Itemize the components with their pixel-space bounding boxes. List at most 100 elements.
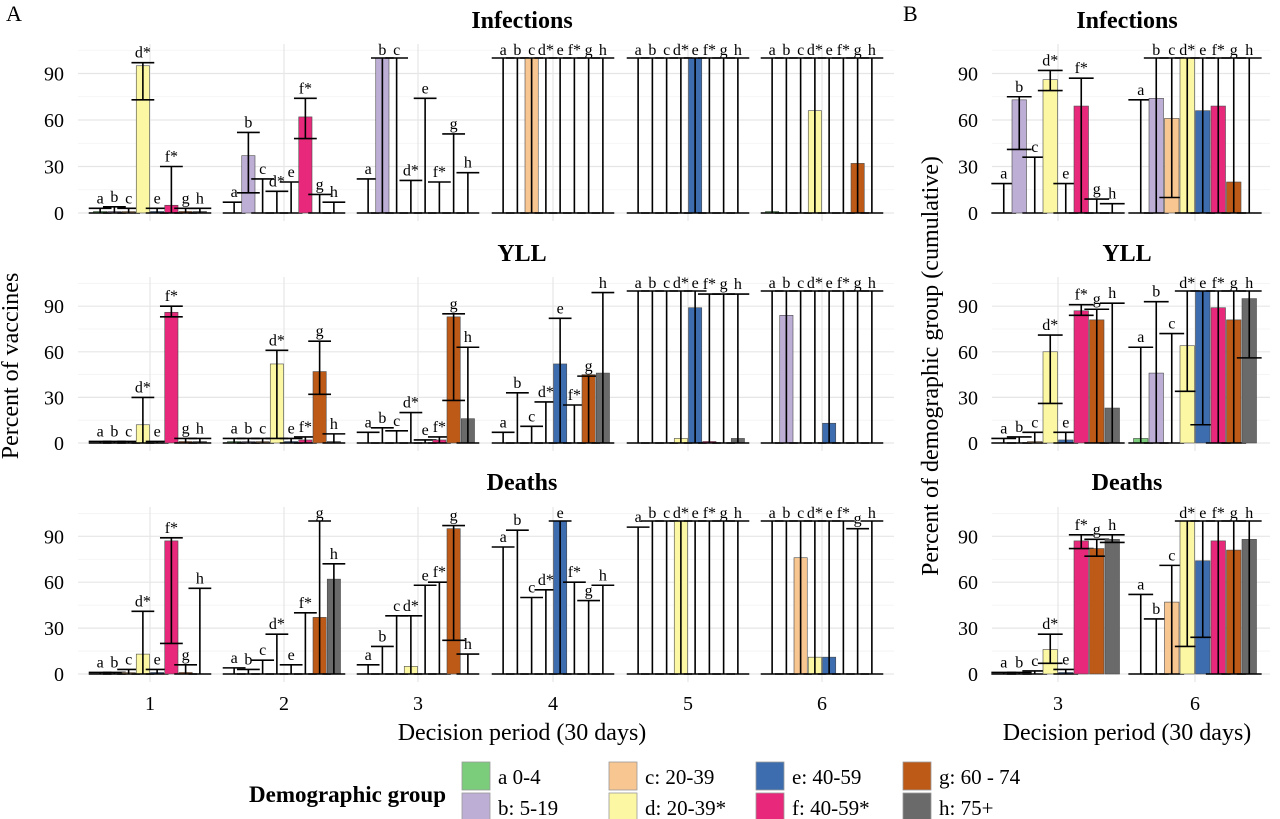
- bar-label-e: e: [692, 275, 699, 292]
- bar-label-h: h: [599, 567, 607, 584]
- bar-label-g: g: [182, 420, 190, 437]
- error-bar-h: [322, 201, 346, 214]
- error-bar-f: [293, 97, 317, 140]
- facet-title: Infections: [1076, 8, 1177, 34]
- x-tick-label: 1: [145, 693, 155, 715]
- bar-label-d: d*: [135, 593, 151, 610]
- error-bar-c: [520, 596, 544, 675]
- bar-label-d: d*: [403, 395, 419, 412]
- bar-label-b: b: [378, 42, 386, 59]
- bar-label-a: a: [97, 654, 104, 671]
- error-bar-f: [1068, 77, 1094, 214]
- y-tick-label: 90: [44, 526, 64, 548]
- bar-label-g: g: [854, 275, 862, 292]
- bar-label-h: h: [734, 42, 742, 59]
- error-bar-h: [726, 520, 750, 675]
- bar-label-a: a: [769, 505, 776, 522]
- y-tick-label: 0: [968, 203, 978, 225]
- error-bar-e: [548, 317, 572, 444]
- legend-item-e: e: 40-59: [755, 761, 861, 791]
- error-bar-d: [399, 411, 423, 444]
- bar-label-d: d*: [538, 572, 554, 589]
- error-bar-h: [726, 57, 750, 214]
- bar-label-g: g: [1093, 181, 1101, 198]
- legend-swatch-e: [755, 761, 785, 791]
- error-bar-h: [188, 207, 212, 214]
- bar-h: [1104, 539, 1120, 675]
- error-bar-d: [1037, 334, 1063, 405]
- bar-label-a: a: [500, 529, 507, 546]
- panel-label-a: A: [6, 1, 22, 26]
- bar-label-c: c: [125, 423, 132, 440]
- legend-item-g: g: 60 - 74: [902, 761, 1021, 791]
- error-bar-h: [591, 57, 615, 214]
- y-tick-label: 90: [44, 64, 64, 86]
- bar-label-a: a: [769, 275, 776, 292]
- bar-label-d: d*: [807, 275, 823, 292]
- x-tick-label: 5: [683, 693, 693, 715]
- y-tick-label: 0: [968, 664, 978, 686]
- bar-label-e: e: [154, 651, 161, 668]
- bar-label-d: d*: [269, 332, 285, 349]
- bar-label-d: d*: [807, 505, 823, 522]
- y-tick-label: 0: [968, 433, 978, 455]
- bar-label-h: h: [734, 276, 742, 293]
- bar-label-e: e: [422, 567, 429, 584]
- legend-swatch-h: [902, 792, 932, 819]
- bar-label-c: c: [1168, 547, 1175, 564]
- error-bar-h: [591, 584, 615, 675]
- bar-label-f: f*: [165, 149, 178, 166]
- bar-label-e: e: [1199, 275, 1206, 292]
- bar-label-d: d*: [1179, 275, 1195, 292]
- bar-label-g: g: [585, 42, 593, 59]
- y-tick-label: 60: [958, 110, 978, 132]
- bar-label-h: h: [868, 505, 876, 522]
- bar-label-f: f*: [299, 80, 312, 97]
- y-tick-label: 30: [44, 387, 64, 409]
- error-bar-g: [846, 527, 870, 675]
- bar-label-d: d*: [673, 505, 689, 522]
- bar-label-h: h: [1245, 505, 1253, 522]
- legend-swatch-f: [755, 792, 785, 819]
- bar-label-h: h: [868, 275, 876, 292]
- x-tick-label: 6: [817, 693, 827, 715]
- error-bar-e: [413, 97, 437, 214]
- y-axis-title: Percent of vaccines: [0, 273, 24, 460]
- facet-title: Infections: [471, 8, 572, 34]
- error-bar-h: [456, 171, 480, 214]
- bar-label-a: a: [231, 184, 238, 201]
- error-bar-h: [322, 563, 346, 675]
- bar-f: [164, 311, 179, 444]
- legend-label-f: f: 40-59*: [792, 796, 870, 819]
- bar-g: [1089, 548, 1105, 675]
- y-tick-label: 90: [958, 296, 978, 318]
- bar-label-b: b: [378, 628, 386, 645]
- y-tick-label: 60: [44, 572, 64, 594]
- bar-label-b: b: [1152, 42, 1160, 59]
- bar-label-f: f*: [165, 520, 178, 537]
- bar-label-c: c: [1168, 316, 1175, 333]
- x-tick-label: 2: [279, 693, 289, 715]
- bar-label-f: f*: [1212, 505, 1225, 522]
- bar-label-d: d*: [135, 379, 151, 396]
- bar-label-h: h: [1245, 275, 1253, 292]
- bar-label-g: g: [854, 511, 862, 528]
- bar-label-g: g: [720, 276, 728, 293]
- x-axis-title: Decision period (30 days): [398, 720, 647, 746]
- legend-label-c: c: 20-39: [645, 765, 714, 789]
- error-bar-d: [265, 190, 289, 214]
- x-axis-title: Decision period (30 days): [1003, 720, 1252, 746]
- facet-title: YLL: [1102, 241, 1151, 267]
- error-bar-a: [1128, 593, 1154, 675]
- bar-label-h: h: [1108, 517, 1116, 534]
- bar-label-e: e: [288, 647, 295, 664]
- bar-label-b: b: [1015, 419, 1023, 436]
- bar-label-f: f*: [1075, 517, 1088, 534]
- error-bar-d: [399, 179, 423, 214]
- bar-label-g: g: [182, 647, 190, 664]
- bar-label-e: e: [557, 505, 564, 522]
- bar-label-e: e: [557, 300, 564, 317]
